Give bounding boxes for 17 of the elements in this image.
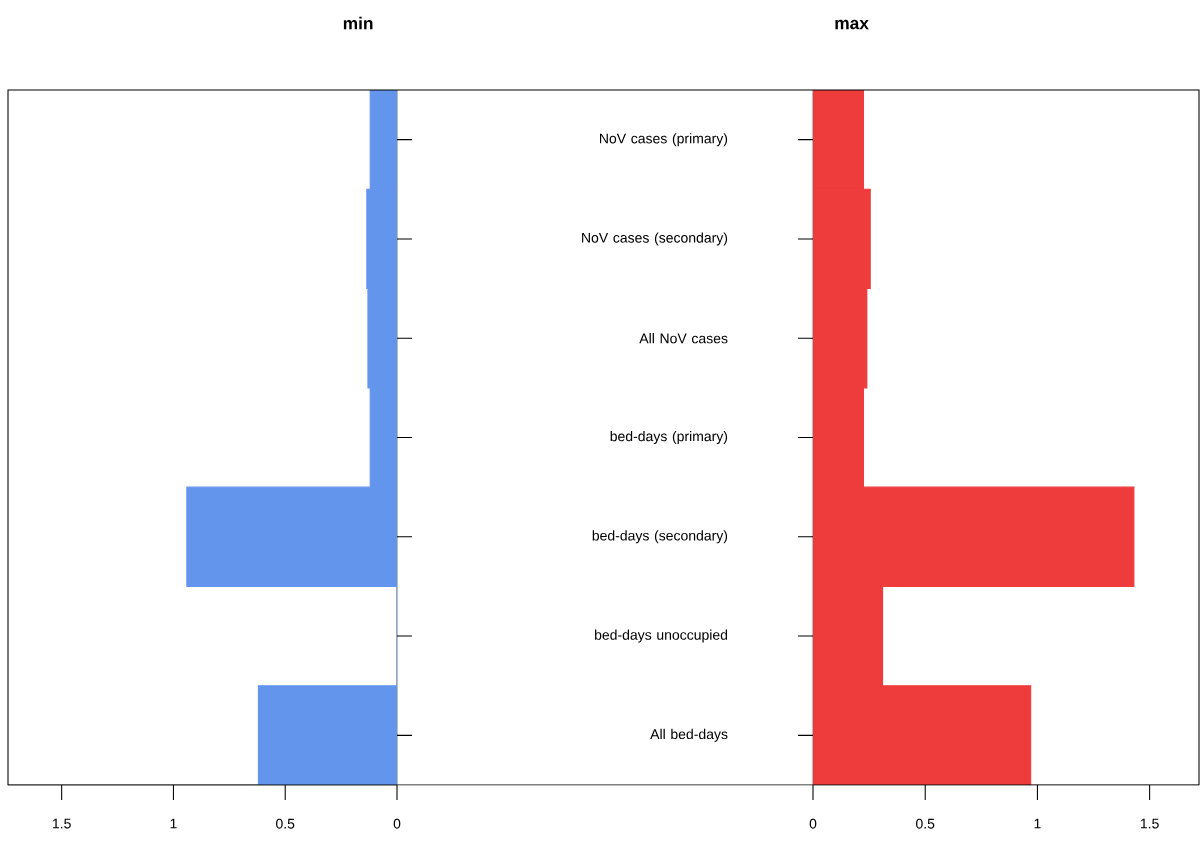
x-tick-label: 1.5 [52,818,71,829]
x-tick-label: 1 [1034,818,1041,829]
x-tick-label: 0 [809,818,817,829]
chart-title: max [835,19,869,30]
y-tick-label: bed-days (secondary) [592,530,728,544]
x-tick-label: 1.5 [1140,818,1159,829]
x-tick-label: 0 [393,818,401,829]
x-tick-label: 0.5 [276,818,295,829]
x-tick-label: 0.5 [916,818,935,829]
chart-title: min [343,16,373,30]
x-tick-label: 1 [170,818,177,829]
y-tick-label: NoV cases (primary) [600,133,728,147]
y-tick-label: NoV cases (secondary) [582,232,728,246]
y-tick-label: bed-days (primary) [610,430,728,445]
y-tick-label: All bed-days [650,728,728,742]
y-tick-label: All NoV cases [639,333,728,344]
y-tick-label: bed-days unoccupied [595,629,728,643]
